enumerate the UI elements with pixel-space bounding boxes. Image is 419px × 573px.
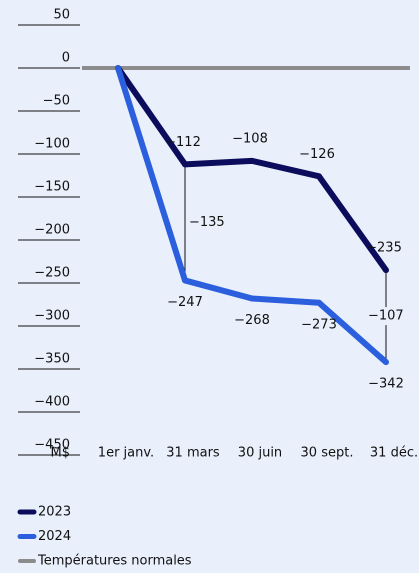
value-label: −112: [165, 135, 201, 150]
point: [383, 267, 389, 274]
label-bg: [366, 307, 406, 326]
point: [249, 295, 255, 302]
difference-label: −107: [368, 309, 404, 324]
y-tick-label: −350: [34, 352, 70, 367]
difference-label: −135: [189, 215, 225, 230]
y-tick-label: −150: [34, 180, 70, 195]
y-tick-label: −50: [43, 94, 70, 109]
y-tick-label: −100: [34, 137, 70, 152]
value-label: −247: [167, 295, 203, 310]
y-tick-label: −200: [34, 223, 70, 238]
value-label: −268: [234, 313, 270, 328]
y-tick-label: −300: [34, 309, 70, 324]
series-line: [115, 66, 389, 272]
value-label: −235: [366, 241, 402, 256]
x-tick-label: 31 mars: [166, 446, 220, 461]
y-tick-label: −400: [34, 395, 70, 410]
point: [316, 299, 322, 306]
value-label: −126: [299, 147, 335, 162]
y-tick-label: −250: [34, 266, 70, 281]
x-tick-label: 30 juin: [238, 446, 282, 461]
point: [182, 161, 188, 168]
y-tick-label: 50: [53, 8, 70, 23]
value-label: −108: [232, 131, 268, 146]
point: [383, 359, 389, 366]
value-label: −342: [368, 377, 404, 392]
x-tick-label: 30 sept.: [301, 446, 354, 461]
point: [115, 65, 121, 71]
y-tick-label: −450: [34, 438, 70, 453]
y-tick-label: 0: [62, 51, 70, 66]
point: [316, 173, 322, 180]
point: [182, 277, 188, 284]
point: [249, 157, 255, 164]
legend-label: 2024: [38, 529, 71, 544]
x-tick-label: 31 déc.: [370, 446, 418, 461]
x-tick-label: 1er janv.: [98, 446, 154, 461]
value-label: −273: [301, 317, 337, 332]
legend-label: 2023: [38, 505, 71, 520]
legend-label: Températures normales: [37, 554, 192, 569]
y-axis-label: M$: [51, 446, 71, 461]
